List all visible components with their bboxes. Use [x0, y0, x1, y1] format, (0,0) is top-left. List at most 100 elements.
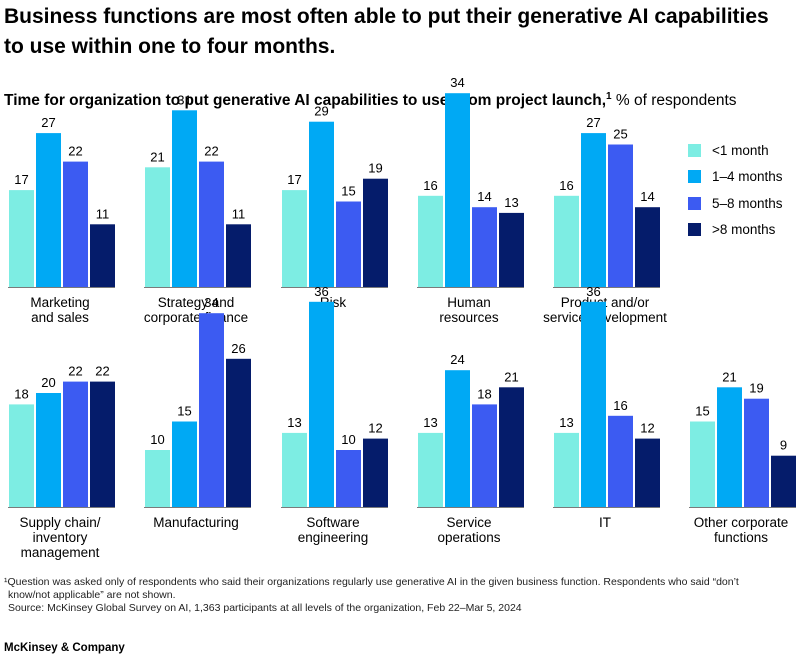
bar-marketing-and-sales-2 [63, 161, 88, 287]
bar-risk-0 [282, 190, 307, 287]
bar-other-corporate-functions-3 [771, 455, 796, 507]
subtitle-unit: % of respondents [611, 92, 737, 110]
chart-title: Business functions are most often able t… [4, 5, 769, 58]
bar-supply-chain-inventory-management-2 [63, 381, 88, 507]
bar-risk-2 [336, 201, 361, 287]
bar-value-label-service-operations-3: 21 [504, 369, 518, 384]
category-label-supply-chain-inventory-management-1: inventory [33, 530, 88, 545]
category-label-service-operations-1: operations [437, 530, 500, 545]
bar-other-corporate-functions-1 [717, 387, 742, 507]
bar-strategy-and-corporate-finance-1 [172, 110, 197, 287]
bar-value-label-it-2: 16 [613, 398, 627, 413]
bar-product-and-or-service-development-1 [581, 133, 606, 287]
brand-logo: McKinsey & Company [4, 642, 125, 654]
panel-manufacturing: 10 15 34 26 Manufacturing [144, 295, 251, 530]
bar-value-label-risk-0: 17 [287, 172, 301, 187]
bar-supply-chain-inventory-management-0 [9, 404, 34, 507]
bar-supply-chain-inventory-management-1 [36, 393, 61, 507]
bar-software-engineering-1 [309, 301, 334, 507]
bar-it-3 [635, 438, 660, 507]
bar-product-and-or-service-development-3 [635, 207, 660, 287]
legend-item-lt1: <1 month [688, 137, 783, 164]
bar-value-label-software-engineering-1: 36 [314, 284, 328, 299]
category-label-software-engineering-0: Software [306, 515, 359, 530]
bar-strategy-and-corporate-finance-3 [226, 224, 251, 287]
bar-manufacturing-2 [199, 313, 224, 507]
bar-value-label-strategy-and-corporate-finance-1: 31 [177, 92, 191, 107]
bar-risk-3 [363, 178, 388, 287]
bar-value-label-human-resources-1: 34 [450, 75, 464, 90]
bar-marketing-and-sales-1 [36, 133, 61, 287]
bar-manufacturing-0 [145, 450, 170, 507]
bar-marketing-and-sales-3 [90, 224, 115, 287]
footnote-line-1: ¹Question was asked only of respondents … [4, 576, 739, 588]
bar-service-operations-3 [499, 387, 524, 507]
panel-risk: 17291519Risk [281, 104, 388, 310]
bar-value-label-supply-chain-inventory-management-2: 22 [68, 364, 82, 379]
legend-swatch-lt1 [688, 143, 701, 157]
bar-product-and-or-service-development-0 [554, 195, 579, 287]
bar-value-label-marketing-and-sales-0: 17 [14, 172, 28, 187]
category-label-it-0: IT [599, 515, 611, 530]
legend-label-1to4: 1–4 months [712, 169, 783, 185]
bar-value-label-marketing-and-sales-1: 27 [41, 115, 55, 130]
bar-value-label-risk-3: 19 [368, 161, 382, 176]
category-label-marketing-and-sales-0: Marketing [30, 295, 89, 310]
bar-marketing-and-sales-0 [9, 190, 34, 287]
footnote: ¹Question was asked only of respondents … [4, 576, 804, 615]
bar-manufacturing-1 [172, 421, 197, 507]
legend-swatch-5to8 [688, 196, 701, 210]
bar-strategy-and-corporate-finance-0 [145, 167, 170, 287]
footnote-line-2: know/not applicable” are not shown. [8, 589, 176, 601]
bar-value-label-strategy-and-corporate-finance-3: 11 [232, 206, 246, 221]
bar-service-operations-0 [418, 432, 443, 507]
bar-value-label-other-corporate-functions-1: 21 [722, 369, 736, 384]
bar-value-label-human-resources-2: 14 [477, 189, 491, 204]
bar-value-label-manufacturing-3: 26 [231, 341, 245, 356]
bar-value-label-other-corporate-functions-3: 9 [780, 438, 787, 453]
bar-value-label-software-engineering-3: 12 [368, 421, 382, 436]
legend-label-lt1: <1 month [712, 142, 769, 158]
legend-item-gt8: >8 months [688, 217, 783, 244]
bar-value-label-strategy-and-corporate-finance-2: 22 [204, 144, 218, 159]
bar-value-label-risk-1: 29 [314, 104, 328, 119]
bar-value-label-software-engineering-2: 10 [341, 432, 355, 447]
bar-value-label-it-0: 13 [559, 415, 573, 430]
bar-other-corporate-functions-0 [690, 421, 715, 507]
bar-value-label-product-and-or-service-development-0: 16 [559, 178, 573, 193]
bar-human-resources-1 [445, 93, 470, 287]
bar-value-label-it-3: 12 [640, 421, 654, 436]
footnote-marker: 1 [606, 91, 612, 102]
bar-value-label-supply-chain-inventory-management-0: 18 [14, 386, 28, 401]
category-label-human-resources-1: resources [439, 310, 499, 325]
bar-value-label-it-1: 36 [586, 284, 600, 299]
bar-value-label-product-and-or-service-development-1: 27 [586, 115, 600, 130]
bar-service-operations-2 [472, 404, 497, 507]
bar-value-label-product-and-or-service-development-2: 25 [613, 127, 627, 142]
category-label-strategy-and-corporate-finance-0: Strategy and [158, 295, 235, 310]
category-label-strategy-and-corporate-finance-1: corporate finance [144, 310, 248, 325]
legend-item-1to4: 1–4 months [688, 164, 783, 191]
bar-service-operations-1 [445, 370, 470, 507]
category-label-marketing-and-sales-1: and sales [31, 310, 89, 325]
bar-value-label-supply-chain-inventory-management-3: 22 [95, 364, 109, 379]
legend-swatch-gt8 [688, 223, 701, 237]
panel-it: 13 36 16 12 IT [553, 284, 660, 530]
bar-value-label-manufacturing-1: 15 [177, 404, 191, 419]
bar-manufacturing-3 [226, 358, 251, 507]
category-label-manufacturing-0: Manufacturing [153, 515, 239, 530]
bar-value-label-human-resources-0: 16 [423, 178, 437, 193]
bar-value-label-manufacturing-0: 10 [150, 432, 164, 447]
bar-value-label-software-engineering-0: 13 [287, 415, 301, 430]
bar-human-resources-2 [472, 207, 497, 287]
legend-label-5to8: 5–8 months [712, 195, 783, 211]
category-label-supply-chain-inventory-management-2: management [21, 545, 100, 560]
bar-value-label-marketing-and-sales-2: 22 [68, 144, 82, 159]
bar-value-label-human-resources-3: 13 [504, 195, 518, 210]
